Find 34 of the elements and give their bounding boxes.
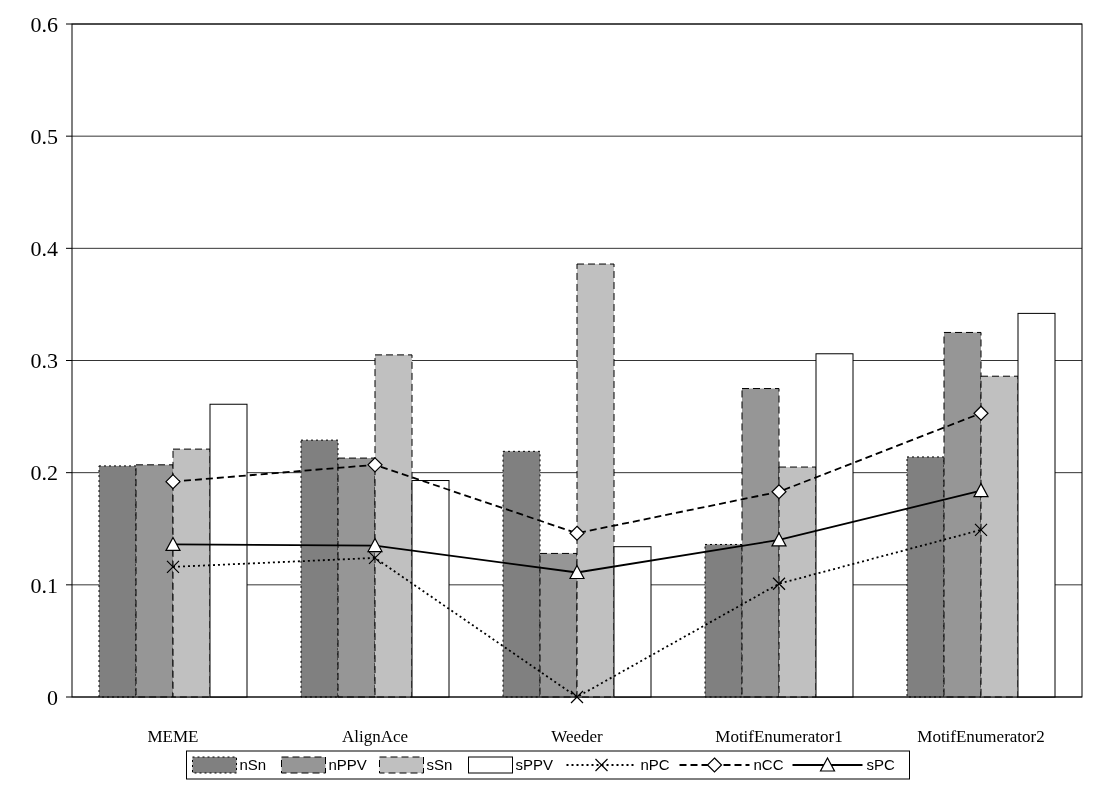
legend-label: sPPV [515, 756, 554, 774]
point [165, 536, 181, 552]
point [367, 457, 383, 473]
y-tick-label: 0.5 [30, 123, 58, 149]
legend-label: nPC [640, 756, 670, 774]
point [771, 484, 787, 500]
point [569, 525, 585, 541]
point [771, 532, 787, 547]
x-tick-label: MotifEnumerator1 [715, 727, 843, 746]
legend-label: nCC [753, 756, 784, 774]
y-tick-label: 0.3 [30, 348, 58, 374]
point [772, 577, 786, 591]
point [974, 523, 988, 537]
point [570, 690, 584, 704]
point [973, 405, 989, 421]
legend-label: nPPV [328, 756, 367, 774]
point [569, 564, 585, 580]
x-tick-label: MotifEnumerator2 [917, 727, 1045, 746]
point [368, 551, 382, 565]
legend-label: sPC [866, 756, 895, 774]
y-tick-label: 0.6 [30, 11, 58, 37]
y-tick-label: 0.4 [30, 236, 58, 262]
x-tick-label: Weeder [551, 727, 604, 746]
legend-label: sSn [426, 756, 453, 774]
y-tick-label: 0.2 [30, 460, 58, 486]
x-tick-label: AlignAce [341, 727, 409, 746]
x-tick-label: MEME [147, 727, 199, 746]
y-tick-label: 0 [47, 684, 58, 710]
point [165, 474, 181, 490]
point [166, 560, 180, 574]
point [973, 483, 989, 498]
y-tick-label: 0.1 [30, 572, 58, 598]
legend-label: nSn [239, 756, 267, 774]
point [367, 537, 383, 553]
